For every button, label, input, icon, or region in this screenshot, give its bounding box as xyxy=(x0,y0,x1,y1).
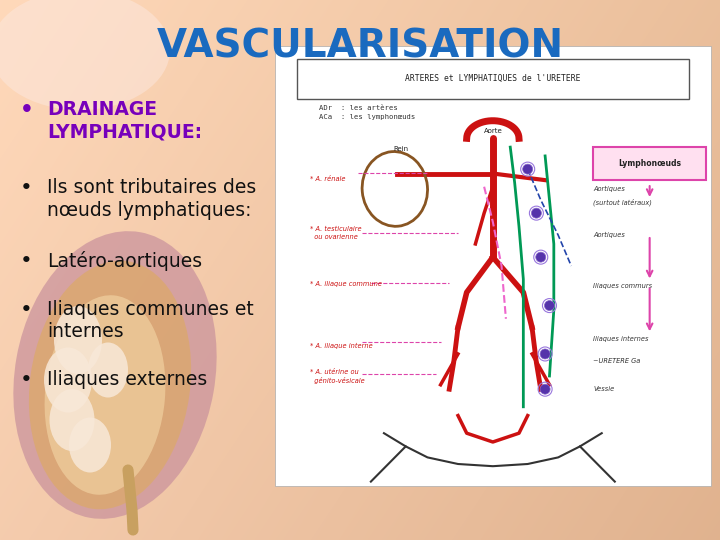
Ellipse shape xyxy=(50,389,94,451)
Text: ~URETERE Ga: ~URETERE Ga xyxy=(593,357,640,363)
Text: •: • xyxy=(19,178,32,198)
Text: Aortiques: Aortiques xyxy=(593,232,625,238)
Text: DRAINAGE
LYMPHATIQUE:: DRAINAGE LYMPHATIQUE: xyxy=(47,100,202,141)
Ellipse shape xyxy=(69,417,111,472)
Bar xyxy=(593,147,706,180)
Bar xyxy=(275,46,711,486)
Circle shape xyxy=(523,164,533,174)
Circle shape xyxy=(540,349,550,359)
Text: Ils sont tributaires des
nœuds lymphatiques:: Ils sont tributaires des nœuds lymphatiq… xyxy=(47,178,256,220)
Text: •: • xyxy=(19,100,33,120)
Text: Latéro-aortiques: Latéro-aortiques xyxy=(47,251,202,271)
Text: Aorte: Aorte xyxy=(483,128,503,134)
Text: Iliaques communes et
internes: Iliaques communes et internes xyxy=(47,300,253,341)
Text: Lymphonœuds: Lymphonœuds xyxy=(618,159,681,168)
Text: VASCULARISATION: VASCULARISATION xyxy=(156,27,564,65)
Ellipse shape xyxy=(88,342,128,397)
Text: •: • xyxy=(19,370,32,390)
Ellipse shape xyxy=(0,0,170,110)
Text: •: • xyxy=(19,300,32,320)
Circle shape xyxy=(540,384,550,394)
Text: Aortiques: Aortiques xyxy=(593,186,625,192)
Text: ARTERES et LYMPHATIQUES de l'URETERE: ARTERES et LYMPHATIQUES de l'URETERE xyxy=(405,75,580,83)
Text: ADr  : les artères
ACa  : les lymphonœuds: ADr : les artères ACa : les lymphonœuds xyxy=(319,105,415,120)
Text: * A. iliaque interne: * A. iliaque interne xyxy=(310,343,373,349)
Ellipse shape xyxy=(44,348,92,413)
Text: * A. iliaque commune: * A. iliaque commune xyxy=(310,281,382,287)
Circle shape xyxy=(531,208,541,218)
Text: •: • xyxy=(19,251,32,271)
Circle shape xyxy=(536,252,546,262)
Text: * A. utérine ou
  génito-vésicale: * A. utérine ou génito-vésicale xyxy=(310,369,364,384)
Ellipse shape xyxy=(54,306,102,374)
Text: Iliaques commurs: Iliaques commurs xyxy=(593,283,652,289)
Text: * A. rénale: * A. rénale xyxy=(310,176,346,182)
Text: Iliaques externes: Iliaques externes xyxy=(47,370,207,389)
Bar xyxy=(297,59,689,99)
Ellipse shape xyxy=(14,231,217,519)
Ellipse shape xyxy=(45,295,166,495)
Text: * A. testiculaire
  ou ovarienne: * A. testiculaire ou ovarienne xyxy=(310,226,361,240)
Ellipse shape xyxy=(29,261,191,509)
Text: Rein: Rein xyxy=(394,145,409,152)
Text: Vessie: Vessie xyxy=(593,386,614,392)
Circle shape xyxy=(544,301,554,310)
Text: Iliaques internes: Iliaques internes xyxy=(593,335,649,342)
Text: (surtout latéraux): (surtout latéraux) xyxy=(593,198,652,206)
